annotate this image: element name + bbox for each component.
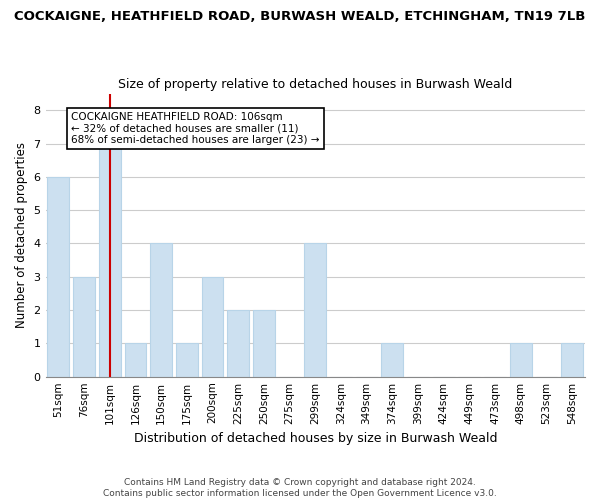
Text: COCKAIGNE HEATHFIELD ROAD: 106sqm
← 32% of detached houses are smaller (11)
68% : COCKAIGNE HEATHFIELD ROAD: 106sqm ← 32% … xyxy=(71,112,320,145)
Bar xyxy=(382,344,403,376)
Bar xyxy=(99,144,121,376)
Bar xyxy=(73,277,95,376)
X-axis label: Distribution of detached houses by size in Burwash Weald: Distribution of detached houses by size … xyxy=(134,432,497,445)
Bar xyxy=(304,244,326,376)
Text: COCKAIGNE, HEATHFIELD ROAD, BURWASH WEALD, ETCHINGHAM, TN19 7LB: COCKAIGNE, HEATHFIELD ROAD, BURWASH WEAL… xyxy=(14,10,586,23)
Bar xyxy=(253,310,275,376)
Bar xyxy=(510,344,532,376)
Text: Contains HM Land Registry data © Crown copyright and database right 2024.
Contai: Contains HM Land Registry data © Crown c… xyxy=(103,478,497,498)
Y-axis label: Number of detached properties: Number of detached properties xyxy=(15,142,28,328)
Bar xyxy=(125,344,146,376)
Bar xyxy=(227,310,249,376)
Bar xyxy=(47,177,70,376)
Bar xyxy=(150,244,172,376)
Bar xyxy=(202,277,223,376)
Bar xyxy=(561,344,583,376)
Title: Size of property relative to detached houses in Burwash Weald: Size of property relative to detached ho… xyxy=(118,78,512,91)
Bar xyxy=(176,344,198,376)
